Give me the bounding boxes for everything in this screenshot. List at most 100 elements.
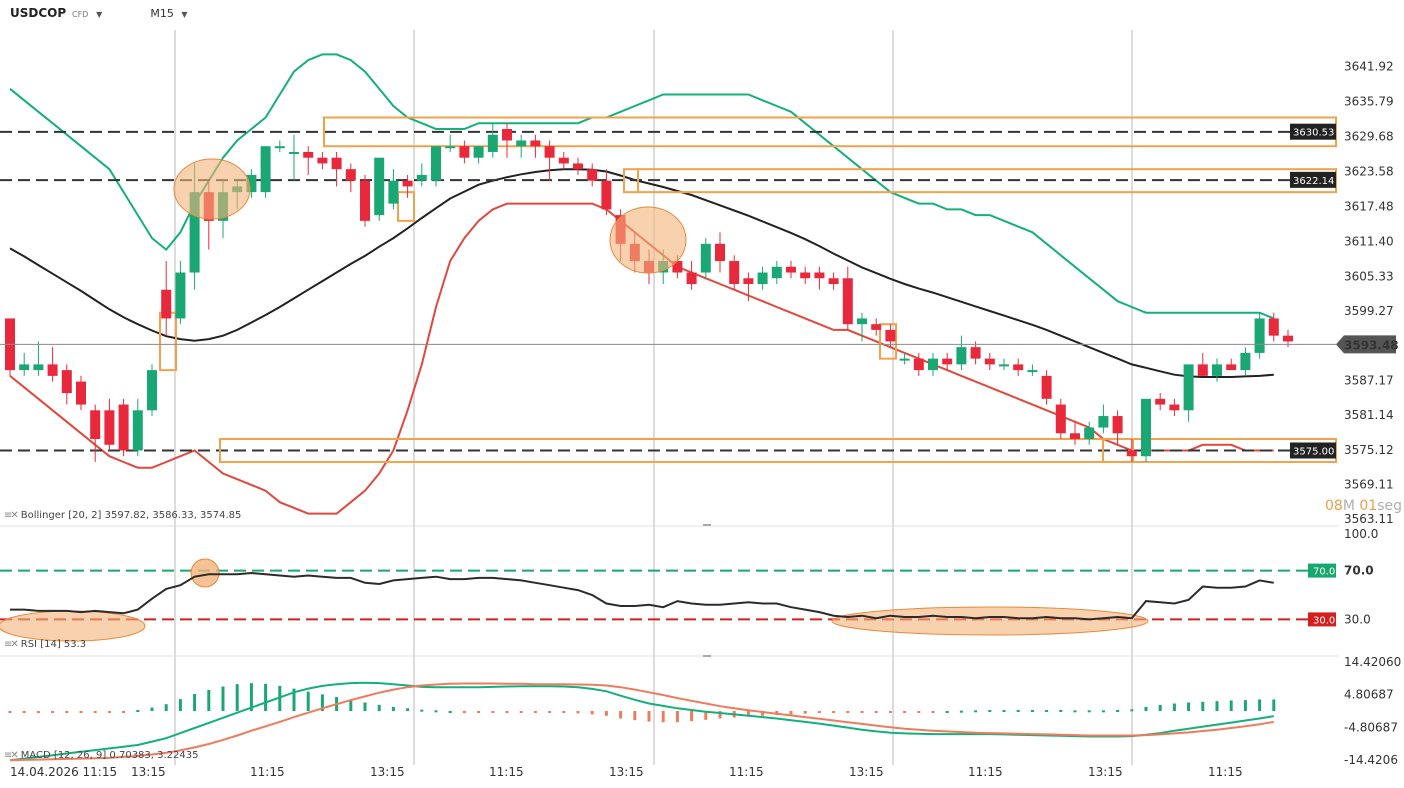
candle-body (360, 180, 370, 221)
rsi-upper-tag-label: 70.0 (1313, 567, 1335, 578)
candle-body (956, 347, 967, 365)
macd-histogram-bar (434, 710, 438, 713)
level-tag (1290, 442, 1336, 459)
macd-histogram-bar (107, 711, 111, 713)
time-axis-tick: 11:15 (729, 765, 764, 779)
macd-histogram-bar (647, 711, 651, 722)
timeframe-selector[interactable]: M15 ▼ (150, 7, 187, 20)
candle-body (118, 404, 129, 451)
bollinger-legend-text: Bollinger [20, 2] 3597.82, 3586.33, 3574… (20, 510, 242, 521)
macd-histogram-bar (193, 694, 197, 711)
candle-body (445, 146, 456, 149)
candle-body (587, 169, 598, 181)
price-axis-tick: 3575.12 (1344, 443, 1394, 457)
candle-body (473, 146, 484, 158)
macd-histogram-bar (1229, 700, 1233, 711)
candle-body (1070, 433, 1080, 440)
candle-body (104, 410, 115, 445)
macd-histogram-bar (633, 711, 637, 721)
macd-histogram-bar (832, 711, 836, 713)
candle-body (928, 358, 938, 371)
candle-body (161, 289, 172, 319)
macd-histogram-bar (519, 711, 523, 714)
macd-histogram-bar (136, 709, 140, 712)
macd-histogram-bar (320, 694, 324, 711)
caret-down-icon: ▼ (181, 9, 188, 19)
macd-histogram-bar (1073, 710, 1077, 713)
macd-histogram-bar (789, 711, 793, 715)
macd-histogram-bar (51, 711, 55, 713)
macd-histogram-bar (1016, 709, 1020, 712)
price-axis-tick: 3563.11 (1344, 512, 1394, 526)
rsi-axis-tick: 30.0 (1344, 612, 1371, 626)
macd-axis-tick: -4.80687 (1344, 720, 1398, 734)
macd-histogram-bar (505, 711, 509, 714)
candle-body (601, 180, 612, 210)
macd-histogram-bar (65, 711, 69, 713)
candle-body (530, 140, 541, 147)
price-axis-tick: 3641.92 (1344, 59, 1394, 73)
macd-histogram-bar (306, 691, 310, 711)
timer-seconds: 01 (1359, 498, 1378, 514)
macd-histogram-bar (93, 711, 97, 713)
macd-histogram-bar (363, 702, 367, 711)
time-axis-tick: 13:15 (131, 765, 166, 779)
indicator-icon[interactable]: ≡✕ (4, 510, 19, 521)
candle-body (672, 261, 683, 273)
indicator-icon[interactable]: ≡✕ (4, 639, 19, 650)
candle-body (686, 272, 697, 284)
candle-body (402, 180, 413, 187)
candle-body (516, 140, 527, 147)
rsi-axis-tick: 100.0 (1344, 527, 1378, 541)
indicator-icon[interactable]: ≡✕ (4, 750, 19, 761)
macd-axis-tick: 4.80687 (1344, 688, 1394, 702)
macd-histogram-bar (1030, 709, 1034, 712)
candle-body (132, 410, 143, 451)
macd-histogram-bar (1059, 709, 1063, 712)
macd-histogram-bar (150, 707, 154, 711)
symbol-label: USDCOP (10, 6, 67, 20)
symbol-selector[interactable]: USDCOP CFD ▼ (10, 6, 102, 20)
rsi-highlight-ellipse (0, 610, 146, 642)
bollinger-legend[interactable]: ≡✕ Bollinger [20, 2] 3597.82, 3586.33, 3… (4, 510, 241, 521)
macd-histogram-bar (207, 689, 211, 711)
macd-histogram-bar (988, 709, 992, 712)
macd-histogram-bar (448, 711, 452, 713)
candle-body (700, 243, 711, 273)
rsi-legend[interactable]: ≡✕ RSI [14] 53.3 (4, 639, 86, 650)
macd-histogram-bar (164, 704, 168, 711)
macd-histogram-bar (761, 711, 765, 716)
macd-legend[interactable]: ≡✕ MACD [12, 26, 9] 0.70383, 3.22435 (4, 750, 199, 761)
macd-histogram-bar (122, 711, 126, 713)
macd-signal-line (9, 682, 1274, 762)
macd-histogram-bar (704, 711, 708, 720)
candle-body (743, 278, 754, 284)
macd-histogram-bar (945, 711, 949, 713)
macd-histogram-bar (803, 711, 807, 714)
macd-histogram-bar (874, 711, 878, 713)
current-price-tag (1336, 335, 1396, 354)
macd-histogram-bar (36, 711, 40, 714)
candle-body (289, 151, 299, 154)
candle-body (19, 364, 30, 371)
time-axis-tick: 13:15 (849, 765, 884, 779)
rsi-highlight-ellipse (190, 558, 220, 588)
candle-body (544, 146, 555, 158)
macd-histogram-bar (264, 683, 268, 711)
candle-body (175, 272, 186, 319)
candle-body (431, 146, 441, 181)
macd-histogram-bar (377, 704, 381, 711)
macd-histogram-bar (221, 686, 225, 711)
macd-histogram-bar (1045, 709, 1049, 712)
macd-line (9, 681, 1274, 762)
macd-histogram-bar (8, 711, 12, 713)
bollinger-middle-line (9, 168, 1274, 378)
highlight-ellipse (609, 206, 687, 274)
macd-histogram-bar (462, 711, 466, 713)
candle-body (1084, 427, 1095, 440)
macd-histogram-bar (1158, 704, 1162, 711)
candle-body (1197, 364, 1208, 376)
macd-histogram-bar (860, 711, 864, 713)
candle-body (942, 358, 953, 365)
